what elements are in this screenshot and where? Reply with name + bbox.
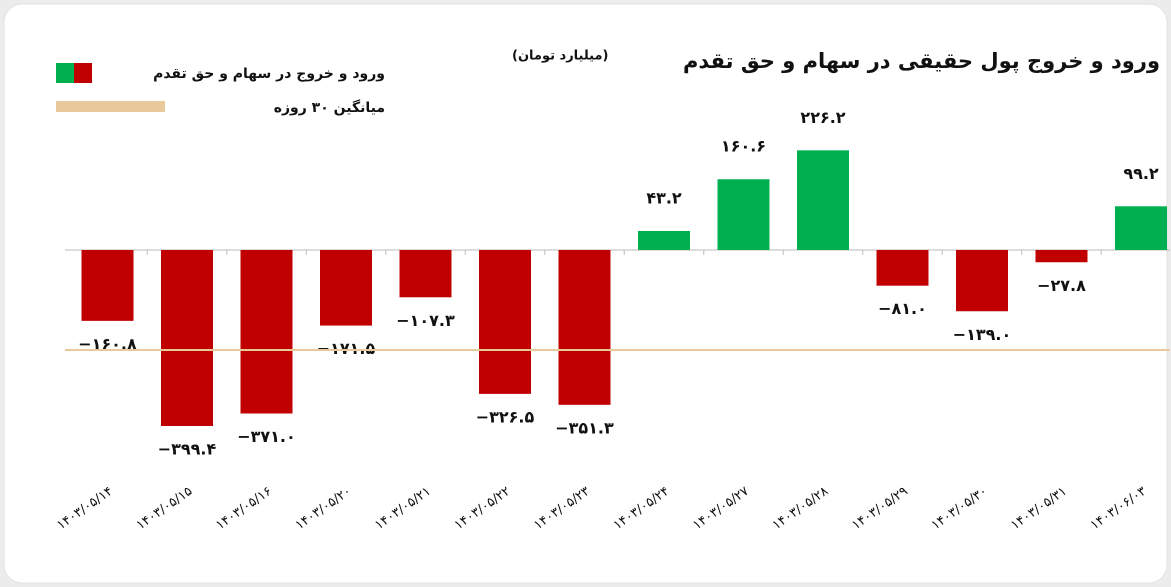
data-label: −۳۵۱.۳ — [555, 418, 614, 437]
data-label: −۱۰۷.۳ — [396, 311, 455, 330]
data-label: −۳۲۶.۵ — [476, 407, 535, 426]
bar — [558, 250, 611, 405]
bar — [240, 250, 293, 414]
bar — [717, 179, 770, 250]
data-label: −۱۷۱.۵ — [317, 339, 376, 358]
bar — [320, 250, 372, 326]
bar — [399, 250, 452, 298]
data-label: −۲۷.۸ — [1037, 276, 1086, 295]
legend-swatch — [74, 63, 92, 83]
bar — [161, 250, 213, 426]
bar — [1035, 250, 1088, 263]
bar — [956, 250, 1008, 312]
bar — [81, 250, 134, 321]
data-label: ۲۲۶.۲ — [800, 108, 845, 127]
legend-label: میانگین ۳۰ روزه — [274, 99, 385, 116]
data-label: −۱۳۹.۰ — [953, 325, 1012, 344]
legend-label: ورود و خروج در سهام و حق تقدم — [153, 66, 385, 82]
data-label: ۴۳.۲ — [646, 188, 682, 207]
data-label: ۹۹.۲ — [1123, 164, 1159, 183]
data-label: −۸۱.۰ — [878, 299, 927, 318]
bar — [479, 250, 531, 394]
data-label: ۱۶۰.۶ — [721, 137, 766, 156]
bar — [876, 250, 929, 286]
data-label: −۳۹۹.۴ — [158, 440, 217, 459]
chart-subtitle: (میلیارد تومان) — [512, 49, 608, 64]
chart-title: ورود و خروج پول حقیقی در سهام و حق تقدم — [683, 49, 1160, 74]
bar — [638, 230, 690, 250]
bar — [797, 150, 849, 250]
legend-swatch — [56, 101, 165, 112]
legend-swatch — [56, 63, 74, 83]
data-label: −۳۷۱.۰ — [237, 427, 296, 446]
data-label: −۱۶۰.۸ — [78, 334, 137, 353]
bar — [1115, 206, 1167, 250]
